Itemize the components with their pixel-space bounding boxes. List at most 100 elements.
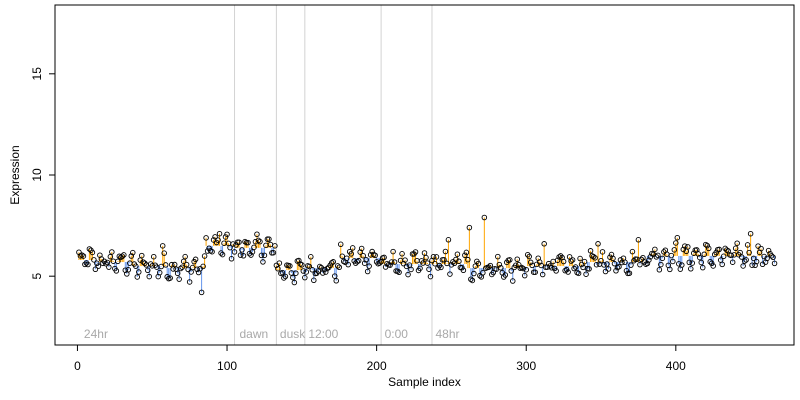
data-point: [366, 263, 372, 269]
data-point: [729, 259, 736, 265]
data-point: [218, 250, 224, 256]
phase-label: 0:00: [385, 327, 409, 341]
data-point: [424, 260, 431, 266]
data-point: [381, 254, 387, 261]
data-point: [272, 243, 278, 249]
data-point: [616, 263, 622, 270]
data-point: [215, 237, 221, 243]
data-point: [263, 242, 269, 249]
data-point: [655, 252, 661, 259]
data-point: [405, 271, 411, 278]
data-point: [432, 260, 438, 267]
data-point: [441, 257, 447, 263]
data-point: [261, 252, 268, 259]
data-point: [188, 269, 194, 275]
data-point: [143, 262, 150, 268]
data-point: [420, 260, 426, 266]
data-point: [309, 267, 316, 273]
data-point: [317, 263, 323, 270]
data-point: [634, 256, 640, 262]
data-point: [334, 263, 341, 269]
data-point: [768, 253, 775, 259]
data-point: [753, 258, 760, 265]
data-point: [121, 252, 127, 258]
data-point: [388, 259, 395, 265]
data-point: [658, 261, 664, 268]
data-point: [115, 258, 121, 265]
data-point: [92, 266, 99, 272]
data-point: [653, 254, 660, 260]
data-point: [599, 249, 606, 255]
x-axis-label: Sample index: [388, 375, 461, 389]
data-point: [667, 266, 673, 273]
data-point: [146, 273, 152, 280]
data-point: [486, 264, 492, 270]
data-point: [496, 261, 503, 268]
data-point: [89, 249, 96, 256]
data-point: [685, 244, 691, 250]
x-tick-label: 0: [74, 359, 81, 373]
data-point: [426, 266, 432, 272]
data-point: [656, 267, 663, 273]
data-point: [83, 260, 90, 266]
data-point: [646, 257, 652, 263]
data-point: [142, 260, 148, 266]
data-point: [258, 252, 265, 259]
data-point: [598, 257, 604, 264]
data-point: [463, 249, 470, 256]
data-point: [139, 252, 145, 259]
data-point: [299, 262, 305, 268]
data-point: [556, 254, 562, 260]
data-point: [236, 239, 242, 245]
data-point: [369, 248, 375, 255]
data-point: [427, 273, 434, 280]
data-point: [288, 270, 295, 276]
data-point: [355, 257, 362, 264]
data-point: [162, 262, 169, 268]
data-point: [548, 265, 555, 271]
data-point: [230, 241, 236, 247]
data-point: [227, 244, 233, 251]
data-point: [529, 262, 535, 269]
data-point: [219, 251, 226, 258]
data-point: [133, 263, 139, 269]
data-point: [390, 248, 396, 255]
data-point: [412, 249, 419, 255]
data-point: [592, 255, 598, 261]
data-point: [466, 224, 473, 231]
data-point: [267, 241, 274, 248]
data-point: [565, 269, 571, 275]
phase-label: 12:00: [308, 327, 338, 341]
data-point: [676, 261, 682, 267]
data-point: [308, 254, 314, 260]
data-point: [495, 253, 501, 260]
data-point: [103, 260, 109, 267]
data-point: [360, 252, 366, 259]
data-point: [604, 261, 610, 267]
data-point: [515, 262, 522, 268]
data-point: [743, 257, 749, 263]
data-point: [336, 264, 342, 270]
data-point: [399, 251, 405, 257]
data-point: [710, 263, 716, 269]
data-point: [502, 272, 509, 278]
phase-label: 24hr: [84, 327, 108, 341]
data-point: [481, 214, 488, 221]
data-point: [444, 260, 450, 267]
data-point: [747, 230, 754, 237]
data-point: [300, 268, 307, 274]
data-point: [174, 270, 181, 277]
data-point: [251, 244, 257, 251]
data-point: [421, 250, 428, 256]
data-point: [339, 253, 345, 259]
data-point: [746, 249, 752, 256]
data-point: [212, 234, 218, 240]
data-point: [349, 245, 356, 251]
data-point: [668, 252, 675, 259]
data-point: [159, 243, 166, 249]
data-point: [445, 237, 452, 243]
data-point: [361, 260, 368, 266]
data-point: [224, 231, 230, 238]
data-point: [699, 264, 706, 271]
data-point: [134, 274, 141, 280]
